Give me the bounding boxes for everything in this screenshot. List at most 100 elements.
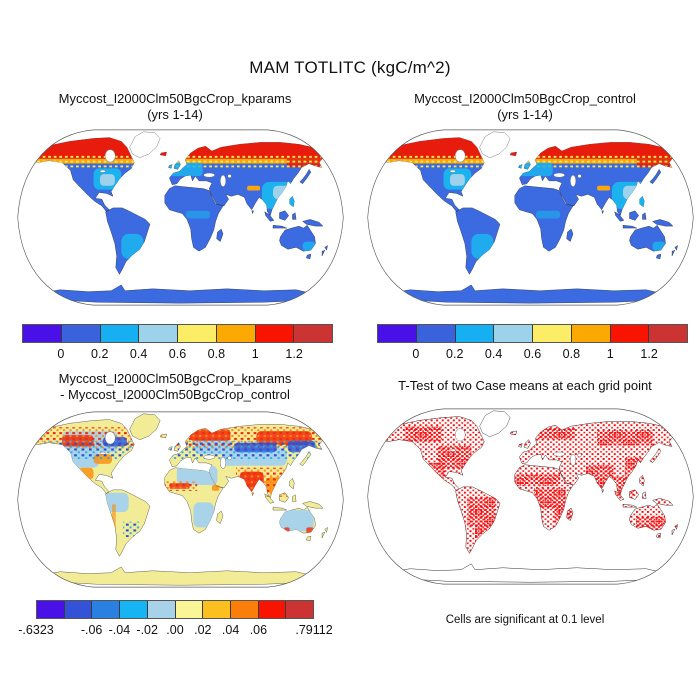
europe-cyan-patch xyxy=(169,162,203,177)
colorbar-segment xyxy=(119,601,147,618)
andes-orange xyxy=(112,504,116,534)
colorbar-tick-label: .04 xyxy=(221,623,240,637)
colorbar-segment xyxy=(254,325,294,342)
panel-title-top-left: Myccost_I2000Clm50BgcCrop_kparams (yrs 1… xyxy=(0,91,350,123)
colorbar-segment xyxy=(570,325,610,342)
colorbar-segment xyxy=(60,325,100,342)
greenland xyxy=(129,131,161,159)
colorbar-tick-label: .79112 xyxy=(295,623,333,637)
mexico-orange xyxy=(78,467,94,480)
panel-title-bottom-left: Myccost_I2000Clm50BgcCrop_kparams - Mycc… xyxy=(0,371,350,403)
australia-lightblue xyxy=(278,510,314,532)
significance-overlays xyxy=(376,416,681,558)
map-ttest xyxy=(367,408,694,585)
east-us-dense xyxy=(438,445,472,469)
colorbar-tick-label: 0.2 xyxy=(446,347,464,361)
colorbar-tick-label: -.04 xyxy=(108,623,131,637)
colorbar-tick-label: .00 xyxy=(166,623,184,637)
india-dense xyxy=(586,464,614,492)
colorbar-segment xyxy=(177,325,216,342)
colorbar-tick-label: 0.6 xyxy=(523,347,542,361)
map-control xyxy=(367,129,694,306)
north-europe-dense xyxy=(537,428,575,440)
colorbar-tick-label: 1 xyxy=(606,347,614,361)
east-us-lightblue-patch xyxy=(100,174,115,186)
europe-cyan-patch xyxy=(519,162,553,177)
colorbar-segment xyxy=(146,601,175,618)
colorbar-segment xyxy=(215,325,255,342)
east-china-dense xyxy=(624,457,649,477)
map-kparams xyxy=(17,129,344,306)
colorbar-tick-label: 0.8 xyxy=(562,347,581,361)
colorbar-segment xyxy=(138,325,177,342)
colorbar-segment xyxy=(99,325,139,342)
greenland xyxy=(129,413,161,441)
south-brazil-cool-specks xyxy=(123,521,140,538)
east-china-lightblue-patch xyxy=(273,185,292,200)
siberia-dense xyxy=(597,430,653,446)
colorbar-tick-label: 1.2 xyxy=(640,347,658,361)
east-china-lightblue-patch xyxy=(623,185,642,200)
colorbar-tick-label: 0 xyxy=(412,347,420,361)
sw-australia-red xyxy=(284,527,290,533)
ethiopia-orange xyxy=(211,485,220,491)
colorbar-segment xyxy=(415,325,455,342)
colorbar-tick-label: 0.6 xyxy=(168,347,187,361)
colorbar-segment xyxy=(174,601,203,618)
yellow-transition-specks xyxy=(26,153,331,168)
colorbar-segment xyxy=(648,325,687,342)
colorbar-segment xyxy=(229,601,258,618)
yellow-transition-specks xyxy=(376,153,681,168)
sahel-dense xyxy=(512,474,561,486)
colorbar-segment xyxy=(293,325,332,342)
se-australia-red xyxy=(306,527,314,534)
figure-title: MAM TOTLITC (kgC/m^2) xyxy=(249,58,451,77)
colorbar-tick-label: 0.4 xyxy=(129,347,148,361)
panel-title-line1: Myccost_I2000Clm50BgcCrop_kparams xyxy=(58,371,292,386)
colorbar-kparams: 0 0.2 0.4 0.6 0.8 1 1.2 xyxy=(22,324,333,362)
colorbar-segment xyxy=(493,325,532,342)
colorbar-segment xyxy=(63,601,92,618)
panel-title-line2: (yrs 1-14) xyxy=(497,107,553,122)
colorbar-tick-label: .06 xyxy=(249,623,268,637)
colorbar-tick-label: .02 xyxy=(194,623,212,637)
colorbar-tick-label: 1 xyxy=(251,347,259,361)
panel-title-line2: (yrs 1-14) xyxy=(147,107,203,122)
east-us-lightblue-patch xyxy=(450,174,465,186)
difference-overlays xyxy=(32,427,331,538)
colorbar-segment xyxy=(609,325,649,342)
south-australia-dense xyxy=(635,516,668,533)
panel-title-line1: Myccost_I2000Clm50BgcCrop_control xyxy=(414,91,636,106)
south-africa-lightblue xyxy=(193,502,214,528)
colorbar-segment xyxy=(202,601,230,618)
se-asia-dense xyxy=(610,476,635,496)
midlat-cool-specks xyxy=(41,440,331,461)
colorbar-segment xyxy=(37,601,64,618)
colorbar-tick-label: -.06 xyxy=(80,623,103,637)
colorbar-difference: -.6323 -.06 -.04 -.02 .00 .02 .04 .06 .79112 xyxy=(18,600,333,638)
amazon-lightblue xyxy=(104,492,129,513)
colorbar-segment xyxy=(257,601,286,618)
colorbar-tick-label: -.6323 xyxy=(18,623,54,637)
colorbar-tick-label: 0.2 xyxy=(91,347,109,361)
map-difference xyxy=(17,411,344,588)
himalaya-orange-patch xyxy=(247,185,261,191)
colorbar-tick-label: 0 xyxy=(57,347,65,361)
colorbar-segment xyxy=(454,325,494,342)
himalaya-orange-patch xyxy=(597,185,611,191)
greenland xyxy=(479,410,511,438)
panel-title-line1: Myccost_I2000Clm50BgcCrop_kparams xyxy=(58,91,292,106)
colorbar-segment xyxy=(23,325,61,342)
sahel-warm-specks xyxy=(163,481,198,491)
nw-canada-dense xyxy=(404,426,442,442)
colorbar-tick-label: 0.4 xyxy=(484,347,503,361)
panel-title-line1: T-Test of two Case means at each grid po… xyxy=(398,378,652,393)
panel-title-top-right: Myccost_I2000Clm50BgcCrop_control (yrs 1… xyxy=(350,91,700,123)
colorbar-segment xyxy=(532,325,571,342)
india-warm-specks xyxy=(236,467,288,497)
mexico-dense xyxy=(425,462,446,479)
colorbar-tick-label: 1.2 xyxy=(285,347,303,361)
greenland xyxy=(479,131,511,159)
panel-title-bottom-right: T-Test of two Case means at each grid po… xyxy=(350,378,700,394)
